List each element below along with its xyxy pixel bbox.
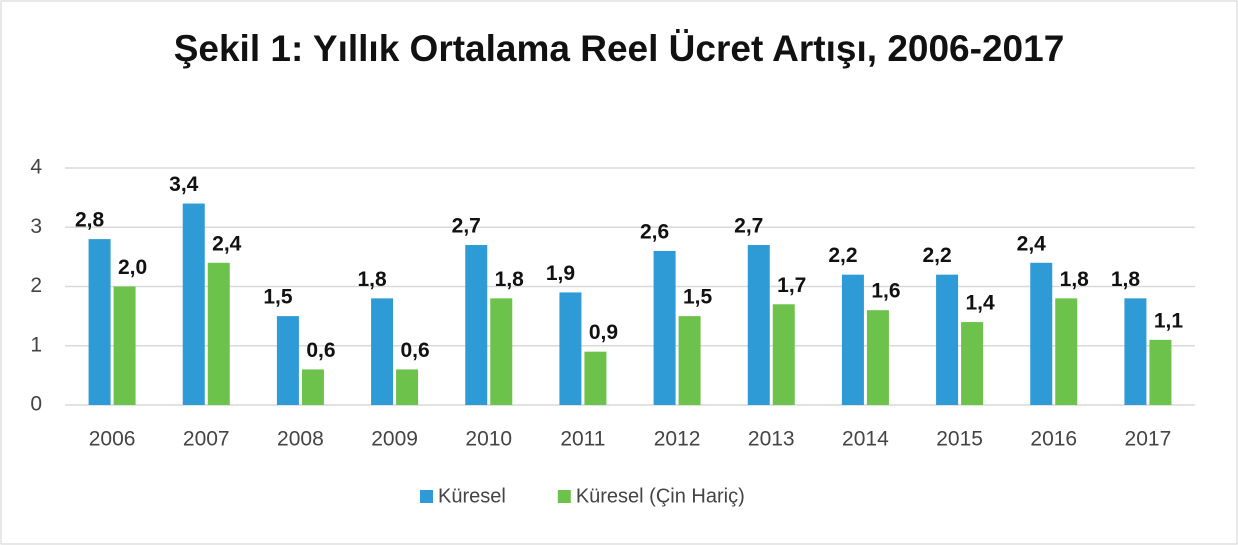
value-label: 2,2 bbox=[922, 244, 951, 267]
bar bbox=[653, 250, 676, 405]
x-tick-label: 2011 bbox=[560, 428, 605, 451]
value-label: 2,4 bbox=[212, 232, 242, 255]
bar bbox=[678, 316, 701, 405]
y-tick-label: 0 bbox=[30, 393, 42, 416]
x-tick-label: 2010 bbox=[465, 428, 512, 451]
value-label: 1,8 bbox=[1111, 268, 1141, 291]
bar bbox=[1030, 262, 1053, 405]
value-label: 0,6 bbox=[306, 339, 335, 362]
x-tick-label: 2013 bbox=[748, 428, 795, 451]
legend-label: Küresel bbox=[438, 485, 506, 507]
value-label: 3,4 bbox=[169, 173, 199, 196]
x-tick-label: 2015 bbox=[936, 428, 983, 451]
value-label: 2,4 bbox=[1017, 232, 1047, 255]
value-label: 2,7 bbox=[734, 215, 763, 238]
x-tick-label: 2009 bbox=[371, 428, 418, 451]
legend-swatch bbox=[557, 490, 571, 503]
bar bbox=[772, 304, 795, 405]
x-tick-label: 2008 bbox=[277, 428, 324, 451]
bar bbox=[559, 292, 582, 405]
y-tick-label: 2 bbox=[30, 274, 42, 297]
bar bbox=[301, 369, 324, 405]
value-label: 1,5 bbox=[683, 286, 713, 309]
bar bbox=[936, 274, 959, 405]
bar bbox=[113, 286, 136, 405]
bar bbox=[1149, 339, 1172, 405]
value-label: 1,7 bbox=[777, 274, 806, 297]
bar bbox=[841, 274, 864, 405]
x-tick-label: 2016 bbox=[1030, 428, 1077, 451]
bar bbox=[1055, 298, 1078, 405]
bar bbox=[866, 310, 889, 405]
value-label: 1,8 bbox=[495, 268, 525, 291]
value-label: 0,9 bbox=[589, 321, 618, 344]
bar bbox=[207, 262, 230, 405]
bar bbox=[465, 245, 488, 405]
value-label: 2,7 bbox=[452, 215, 481, 238]
value-label: 2,2 bbox=[828, 244, 857, 267]
value-label: 0,6 bbox=[400, 339, 429, 362]
bar bbox=[371, 298, 394, 405]
x-tick-label: 2012 bbox=[654, 428, 701, 451]
bar bbox=[396, 369, 419, 405]
y-tick-label: 1 bbox=[30, 333, 42, 356]
bar bbox=[276, 316, 299, 405]
value-label: 1,1 bbox=[1154, 309, 1184, 332]
x-tick-label: 2007 bbox=[183, 428, 230, 451]
value-label: 1,8 bbox=[357, 268, 387, 291]
value-label: 2,0 bbox=[118, 256, 147, 279]
value-label: 1,4 bbox=[965, 292, 995, 315]
x-tick-label: 2006 bbox=[89, 428, 136, 451]
bar bbox=[747, 245, 770, 405]
bar bbox=[490, 298, 513, 405]
bar bbox=[1124, 298, 1147, 405]
bar bbox=[182, 203, 205, 405]
bar bbox=[584, 351, 607, 405]
value-label: 1,9 bbox=[546, 262, 575, 285]
legend-swatch bbox=[420, 490, 433, 503]
value-label: 1,5 bbox=[263, 286, 293, 309]
y-tick-label: 4 bbox=[30, 156, 42, 179]
value-label: 2,8 bbox=[75, 209, 105, 232]
bar bbox=[961, 322, 984, 405]
value-label: 1,8 bbox=[1060, 268, 1090, 291]
x-tick-label: 2017 bbox=[1125, 428, 1172, 451]
y-tick-label: 3 bbox=[30, 215, 42, 238]
chart-title: Şekil 1: Yıllık Ortalama Reel Ücret Artı… bbox=[173, 28, 1065, 69]
bar bbox=[88, 239, 111, 405]
legend-label: Küresel (Çin Hariç) bbox=[576, 485, 745, 507]
value-label: 2,6 bbox=[640, 220, 669, 243]
x-tick-label: 2014 bbox=[842, 428, 889, 451]
value-label: 1,6 bbox=[871, 280, 900, 303]
